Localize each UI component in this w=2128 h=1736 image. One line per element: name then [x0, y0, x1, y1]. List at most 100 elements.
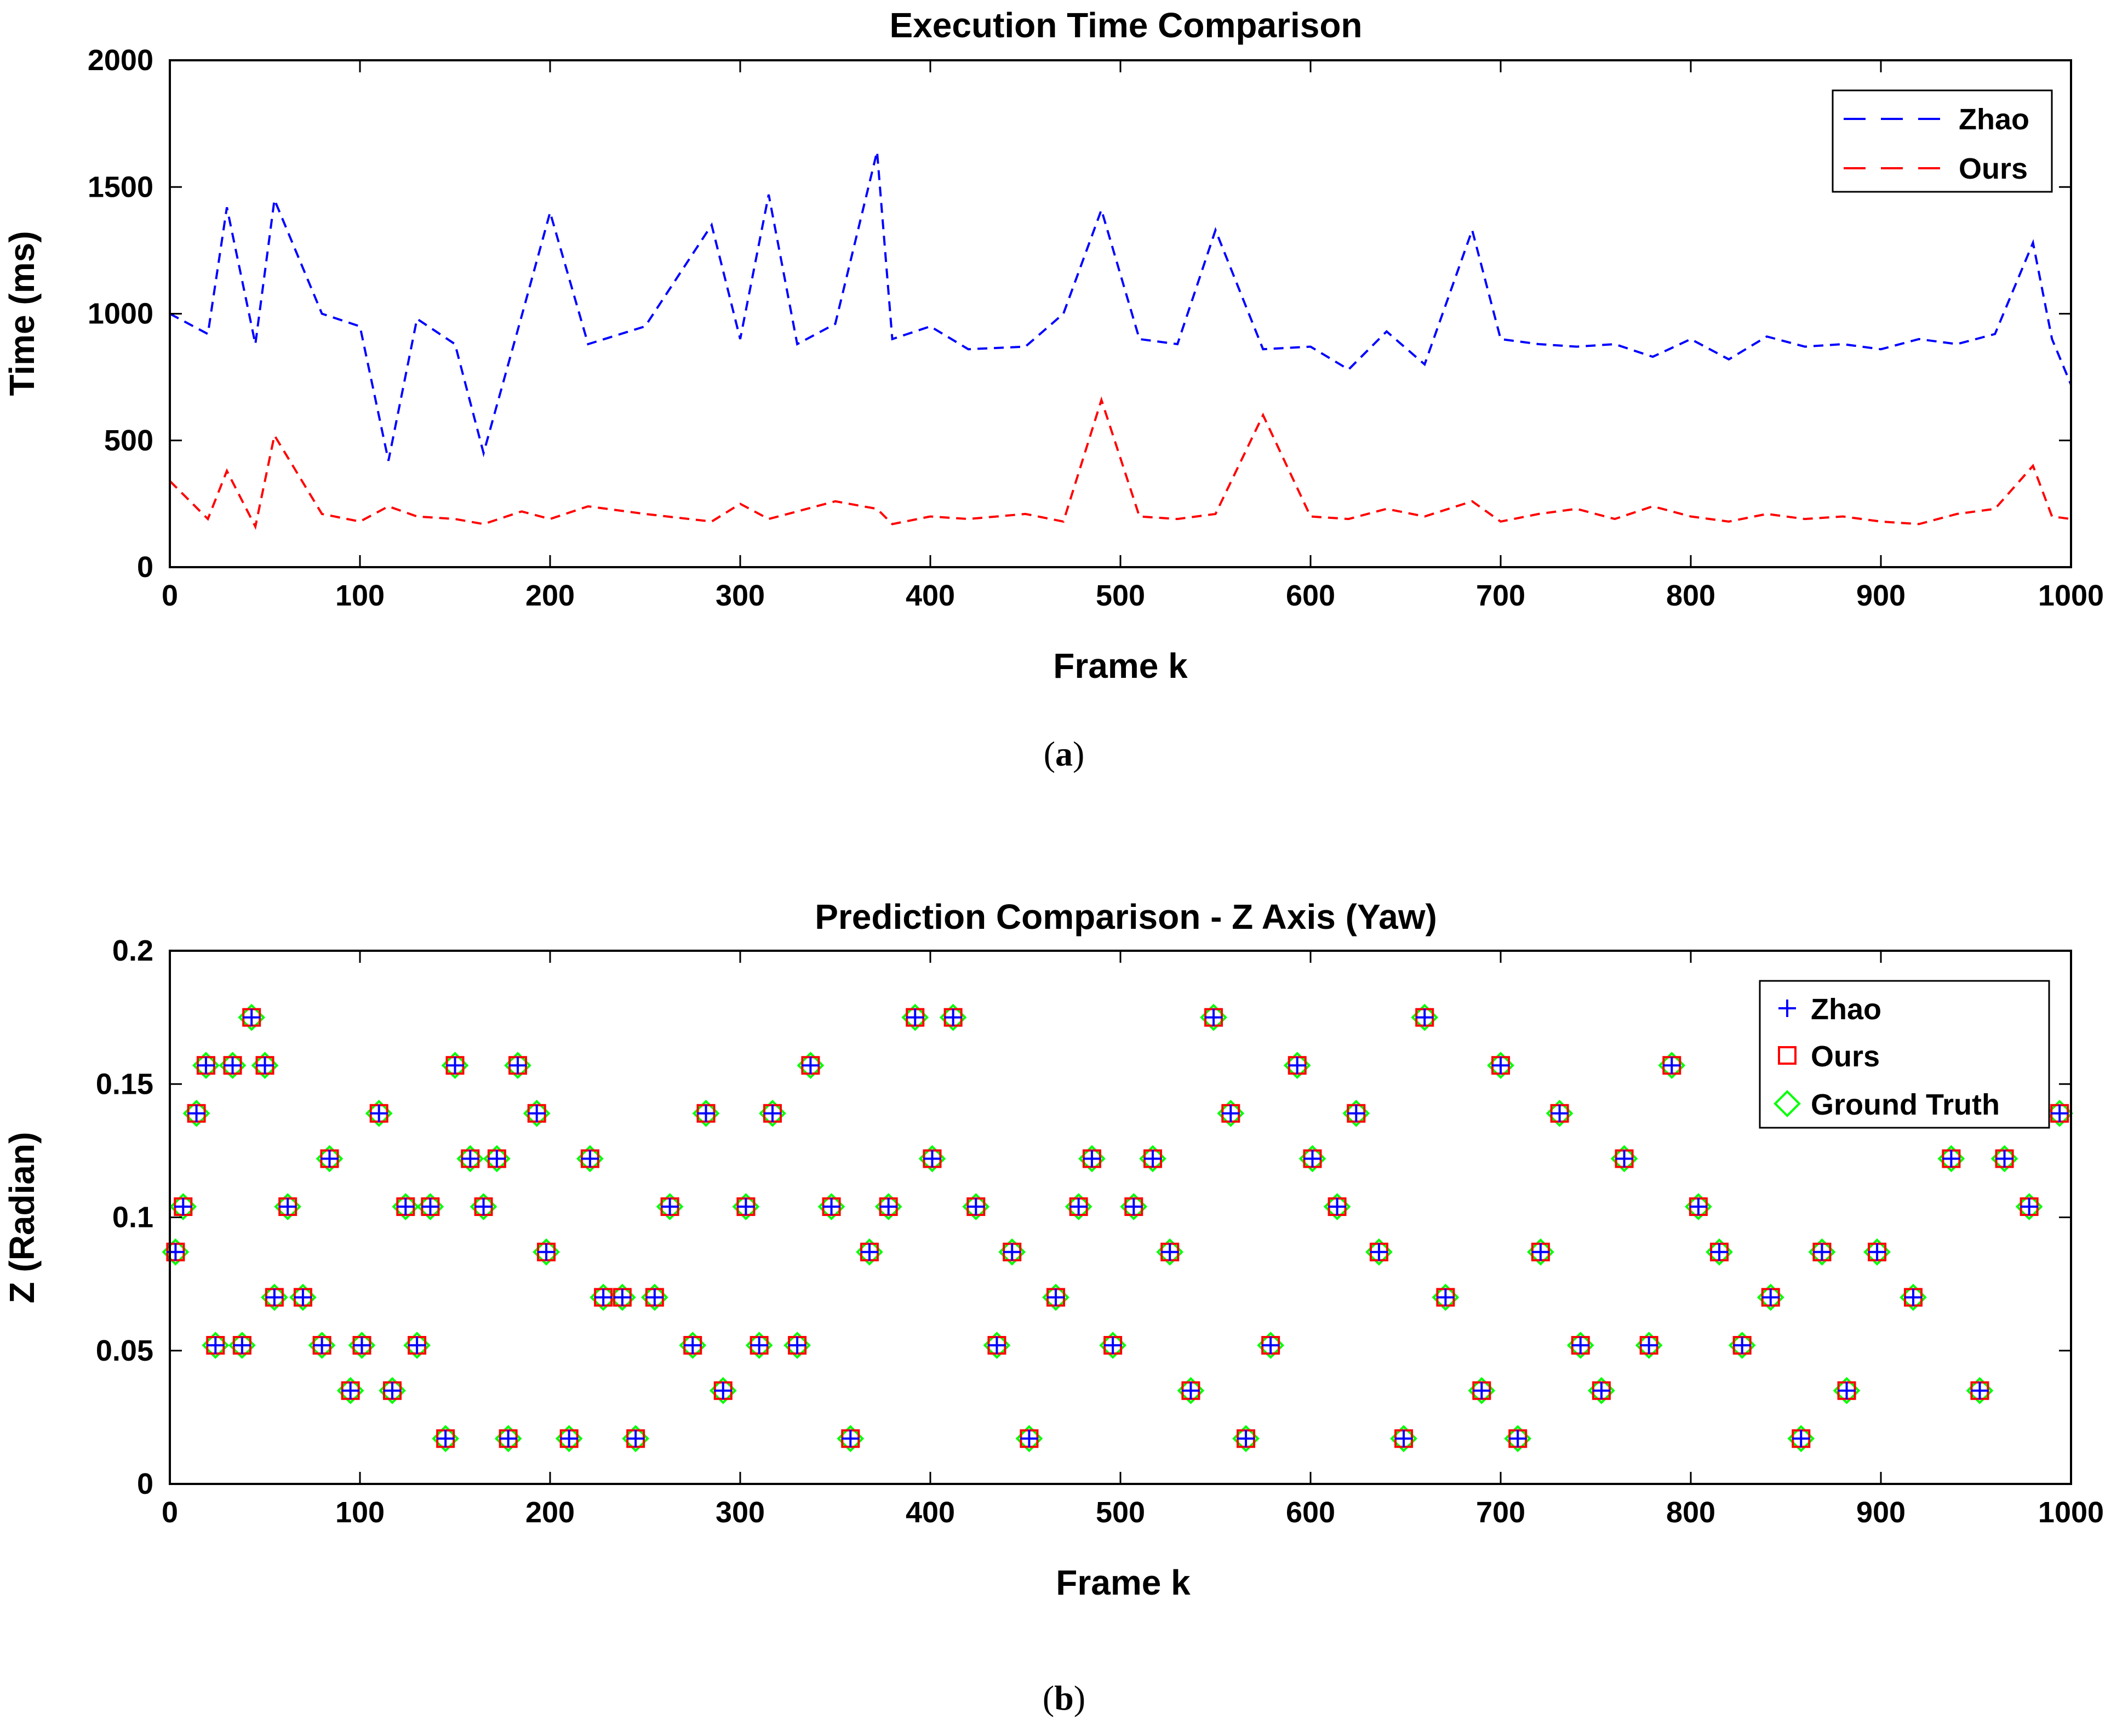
data-point	[446, 1057, 464, 1075]
y-axis-ticks: 0 0.05 0.1 0.15 0.2	[96, 934, 2071, 1500]
y-tick-label: 2000	[88, 44, 153, 77]
data-point	[1689, 1198, 1707, 1216]
data-point	[1083, 1150, 1101, 1168]
x-tick-label: 0	[162, 1496, 178, 1529]
y-axis-label: Time (ms)	[2, 231, 42, 396]
data-point	[1370, 1243, 1388, 1261]
plot-area	[162, 1003, 2074, 1453]
legend-box	[1759, 980, 2050, 1129]
data-point	[1995, 1150, 2013, 1168]
legend-symbol	[1778, 1046, 1797, 1065]
data-point	[421, 1198, 439, 1216]
x-axis-ticks: 0 100 200 300 400 500 600 700 800 900 1000	[162, 951, 2104, 1529]
data-point	[560, 1430, 578, 1448]
x-tick-label: 100	[335, 1496, 385, 1529]
data-point	[1711, 1243, 1729, 1261]
data-point	[1733, 1337, 1751, 1355]
data-point	[1205, 1008, 1223, 1026]
data-point	[1262, 1337, 1280, 1355]
x-tick-label: 400	[906, 579, 955, 612]
data-point	[207, 1337, 225, 1355]
data-point	[383, 1381, 401, 1400]
caption-a: (a)	[1044, 734, 1085, 773]
prediction-comparison-chart: Prediction Comparison - Z Axis (Yaw) 0 10…	[2, 897, 2104, 1717]
data-point	[461, 1150, 479, 1168]
chart-title: Prediction Comparison - Z Axis (Yaw)	[815, 897, 1437, 936]
x-tick-label: 400	[906, 1496, 955, 1529]
legend-marker-ground-truth	[1774, 1090, 1801, 1117]
data-point	[750, 1337, 768, 1355]
data-point	[1104, 1337, 1122, 1355]
legend-symbol	[1778, 1000, 1796, 1017]
data-point	[661, 1198, 679, 1216]
data-point	[627, 1430, 645, 1448]
x-tick-label: 700	[1476, 1496, 1525, 1529]
data-point	[2051, 1104, 2069, 1122]
x-axis-ticks: 0 100 200 300 400 500 600 700 800 900 1000	[162, 60, 2104, 612]
data-point	[408, 1337, 426, 1355]
data-point	[906, 1008, 924, 1026]
data-point	[581, 1150, 599, 1168]
x-tick-label: 1000	[2038, 1496, 2104, 1529]
series-line-ours	[169, 396, 2072, 530]
legend: Zhao Ours	[1832, 89, 2053, 193]
x-tick-label: 1000	[2038, 579, 2104, 612]
data-point	[645, 1288, 663, 1306]
x-tick-label: 200	[525, 579, 575, 612]
plot-area	[169, 151, 2072, 530]
legend-label-zhao: Zhao	[1959, 103, 2029, 136]
data-point	[1222, 1104, 1240, 1122]
data-point	[923, 1150, 941, 1168]
x-axis-label: Frame k	[1053, 646, 1188, 686]
x-tick-label: 500	[1096, 579, 1145, 612]
data-point	[233, 1337, 251, 1355]
y-tick-label: 1500	[88, 170, 153, 203]
data-point	[353, 1337, 371, 1355]
y-tick-label: 1000	[88, 298, 153, 330]
data-point	[594, 1288, 613, 1306]
x-tick-label: 0	[162, 579, 178, 612]
data-point	[1592, 1381, 1610, 1400]
data-point	[265, 1288, 283, 1306]
data-point	[1237, 1430, 1255, 1448]
data-point	[1161, 1243, 1179, 1261]
data-point	[1904, 1288, 1922, 1306]
y-tick-label: 0.05	[96, 1334, 153, 1367]
data-point	[243, 1008, 261, 1026]
execution-time-chart: Execution Time Comparison 0 100 200 300 400 5…	[2, 5, 2104, 773]
data-point	[1303, 1150, 1322, 1168]
data-point	[397, 1198, 415, 1216]
data-point	[1942, 1150, 1960, 1168]
data-point	[763, 1104, 781, 1122]
data-point	[1347, 1104, 1365, 1122]
caption-b: (b)	[1043, 1678, 1085, 1717]
data-point	[279, 1198, 297, 1216]
data-point	[714, 1381, 732, 1400]
data-point	[2020, 1198, 2038, 1216]
data-point	[1571, 1337, 1589, 1355]
data-point	[684, 1337, 702, 1355]
x-tick-label: 900	[1856, 1496, 1906, 1529]
legend-label-ground-truth: Ground Truth	[1811, 1088, 2000, 1121]
data-point	[488, 1150, 506, 1168]
y-tick-label: 500	[104, 424, 153, 457]
y-axis-label: Z (Radian)	[2, 1132, 42, 1304]
x-tick-label: 700	[1476, 579, 1525, 612]
data-point	[879, 1198, 897, 1216]
data-point	[1792, 1430, 1810, 1448]
x-tick-label: 600	[1286, 579, 1335, 612]
data-point	[187, 1104, 205, 1122]
data-point	[697, 1104, 715, 1122]
y-tick-label: 0.2	[112, 934, 153, 967]
data-point	[1640, 1337, 1658, 1355]
data-point	[1473, 1381, 1491, 1400]
data-point	[944, 1008, 962, 1026]
legend-marker-ours	[1778, 1046, 1797, 1065]
data-point	[1663, 1057, 1681, 1075]
data-point	[341, 1381, 359, 1400]
legend-marker-zhao	[1778, 1000, 1796, 1017]
legend: Zhao Ours Ground Truth	[1759, 980, 2050, 1129]
y-tick-label: 0	[137, 551, 153, 584]
data-point	[294, 1288, 312, 1306]
